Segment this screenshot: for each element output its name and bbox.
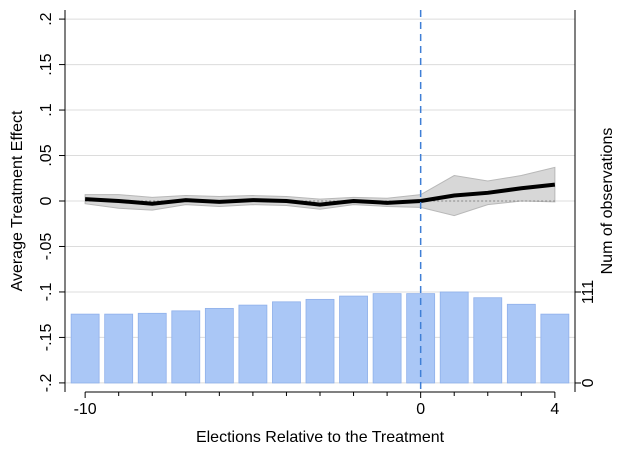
- y2-tick-label: 0: [580, 378, 597, 387]
- x-tick-label: 4: [550, 401, 559, 418]
- y-tick-label: -.2: [38, 373, 55, 392]
- x-tick-label: 0: [416, 401, 425, 418]
- bar: [171, 310, 201, 384]
- bar: [506, 303, 536, 384]
- y-tick-label: -.15: [38, 324, 55, 352]
- bar: [372, 293, 402, 384]
- bar: [305, 298, 335, 384]
- effect-line: [85, 182, 556, 207]
- confidence-band: [84, 166, 556, 217]
- bar: [272, 301, 301, 384]
- y-tick-label: -.1: [38, 283, 55, 302]
- bar: [439, 291, 469, 384]
- y-tick-label: .1: [38, 103, 55, 116]
- y2-axis-title: Num of observations: [599, 128, 616, 275]
- bar: [540, 313, 570, 384]
- bar: [238, 304, 268, 384]
- bar: [339, 295, 368, 384]
- bar: [104, 313, 134, 384]
- y-tick-label: .2: [38, 12, 55, 25]
- y-tick-label: .05: [38, 144, 55, 166]
- y2-tick-label: 111: [580, 280, 597, 304]
- bar: [204, 307, 234, 384]
- y-tick-label: -.05: [38, 233, 55, 261]
- x-tick-label: -10: [74, 401, 97, 418]
- bar: [70, 313, 100, 384]
- bar: [137, 312, 167, 384]
- y-tick-label: 0: [38, 196, 55, 205]
- y-tick-label: .15: [38, 53, 55, 75]
- bar: [473, 297, 503, 384]
- y-axis-title: Average Treatment Effect: [9, 110, 26, 291]
- x-axis-title: Elections Relative to the Treatment: [196, 429, 445, 446]
